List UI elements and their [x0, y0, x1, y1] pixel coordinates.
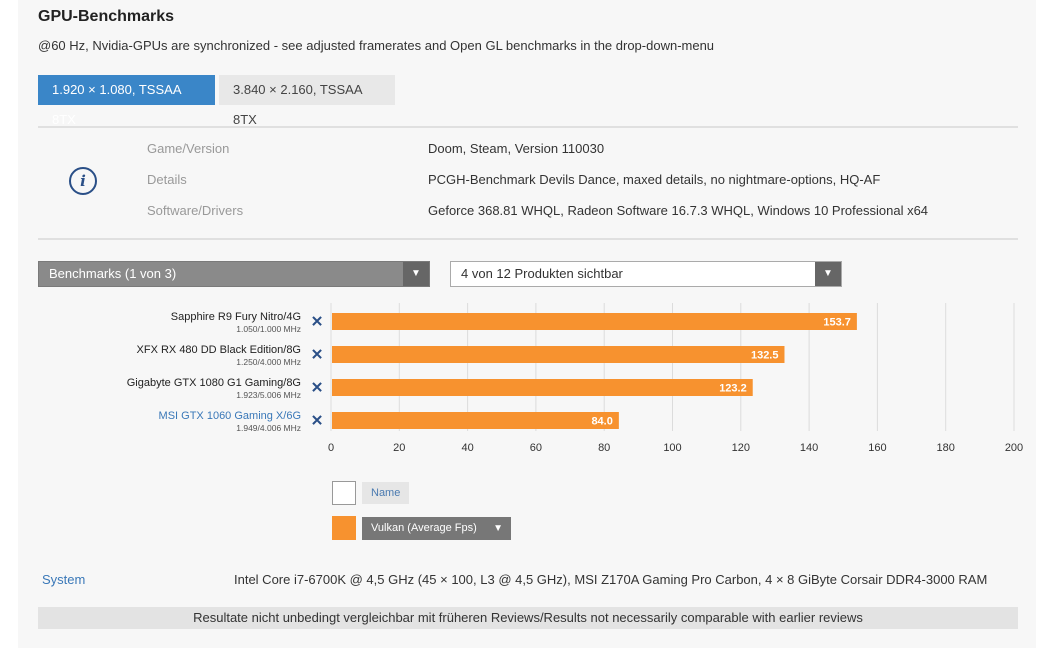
product-name-label: XFX RX 480 DD Black Edition/8G — [137, 344, 301, 356]
close-x-icon[interactable]: ✕ — [311, 413, 324, 430]
legend-series-swatch[interactable] — [332, 516, 356, 540]
info-icon: i — [69, 167, 97, 195]
x-tick-label: 200 — [1005, 442, 1023, 454]
divider-middle — [38, 238, 1018, 240]
info-label-software: Software/Drivers — [147, 203, 244, 218]
system-value: Intel Core i7-6700K @ 4,5 GHz (45 × 100,… — [234, 572, 988, 587]
product-name-label: Gigabyte GTX 1080 G1 Gaming/8G — [127, 377, 301, 389]
page-title: GPU-Benchmarks — [38, 8, 175, 25]
info-value-game: Doom, Steam, Version 110030 — [428, 141, 605, 156]
bar-0 — [332, 313, 857, 330]
bar-3 — [332, 412, 619, 429]
x-tick-label: 120 — [732, 442, 750, 454]
benchmark-bar-chart: 153.7 Sapphire R9 Fury Nitro/4G1.050/1.00… — [127, 303, 1023, 454]
divider-top — [38, 126, 1018, 128]
info-value-software: Geforce 368.81 WHQL, Radeon Software 16.… — [428, 203, 929, 218]
bar-value-label: 84.0 — [591, 416, 612, 428]
chevron-down-icon: ▼ — [403, 262, 429, 286]
product-name-label: Sapphire R9 Fury Nitro/4G — [171, 311, 301, 323]
legend-name-checkbox[interactable] — [332, 481, 356, 505]
tab-resolution-1080p[interactable]: 1.920 × 1.080, TSSAA 8TX — [38, 75, 215, 127]
bar-1 — [332, 346, 785, 363]
close-x-icon[interactable]: ✕ — [311, 380, 324, 397]
x-tick-label: 160 — [868, 442, 886, 454]
legend-series-select[interactable]: Vulkan (Average Fps) ▼ — [362, 517, 511, 540]
product-clock-label: 1.949/4.006 MHz — [236, 423, 301, 433]
chevron-down-icon: ▼ — [815, 262, 841, 286]
x-tick-label: 180 — [937, 442, 955, 454]
bar-value-label: 132.5 — [751, 350, 779, 362]
product-clock-label: 1.250/4.000 MHz — [236, 357, 301, 367]
x-tick-label: 140 — [800, 442, 818, 454]
x-tick-label: 0 — [328, 442, 334, 454]
products-select-label: 4 von 12 Produkten sichtbar — [461, 266, 623, 281]
comparability-note: Resultate nicht unbedingt vergleichbar m… — [38, 607, 1018, 629]
system-label[interactable]: System — [42, 572, 86, 587]
info-label-game: Game/Version — [147, 141, 230, 156]
product-name-label: MSI GTX 1060 Gaming X/6G — [159, 410, 301, 422]
x-tick-label: 80 — [598, 442, 610, 454]
product-clock-label: 1.050/1.000 MHz — [236, 324, 301, 334]
product-clock-label: 1.923/5.006 MHz — [236, 390, 301, 400]
bar-2 — [332, 379, 753, 396]
bar-value-label: 153.7 — [823, 317, 851, 329]
info-value-details: PCGH-Benchmark Devils Dance, maxed detai… — [428, 172, 881, 187]
legend-series-select-label: Vulkan (Average Fps) — [371, 522, 477, 534]
chevron-down-icon: ▼ — [493, 523, 503, 534]
x-tick-label: 20 — [393, 442, 405, 454]
bar-value-label: 123.2 — [719, 383, 747, 395]
info-label-details: Details — [147, 172, 187, 187]
x-tick-label: 60 — [530, 442, 542, 454]
tab-resolution-2160p[interactable]: 3.840 × 2.160, TSSAA 8TX — [219, 75, 395, 127]
benchmarks-select-label: Benchmarks (1 von 3) — [49, 266, 177, 281]
close-x-icon[interactable]: ✕ — [311, 347, 324, 364]
benchmarks-select[interactable]: Benchmarks (1 von 3) ▼ — [38, 261, 430, 287]
legend-name-label: Name — [362, 482, 410, 504]
page-subtitle: @60 Hz, Nvidia-GPUs are synchronized - s… — [38, 38, 715, 53]
x-tick-label: 40 — [461, 442, 473, 454]
close-x-icon[interactable]: ✕ — [311, 314, 324, 331]
x-tick-label: 100 — [663, 442, 681, 454]
products-select[interactable]: 4 von 12 Produkten sichtbar ▼ — [450, 261, 842, 287]
